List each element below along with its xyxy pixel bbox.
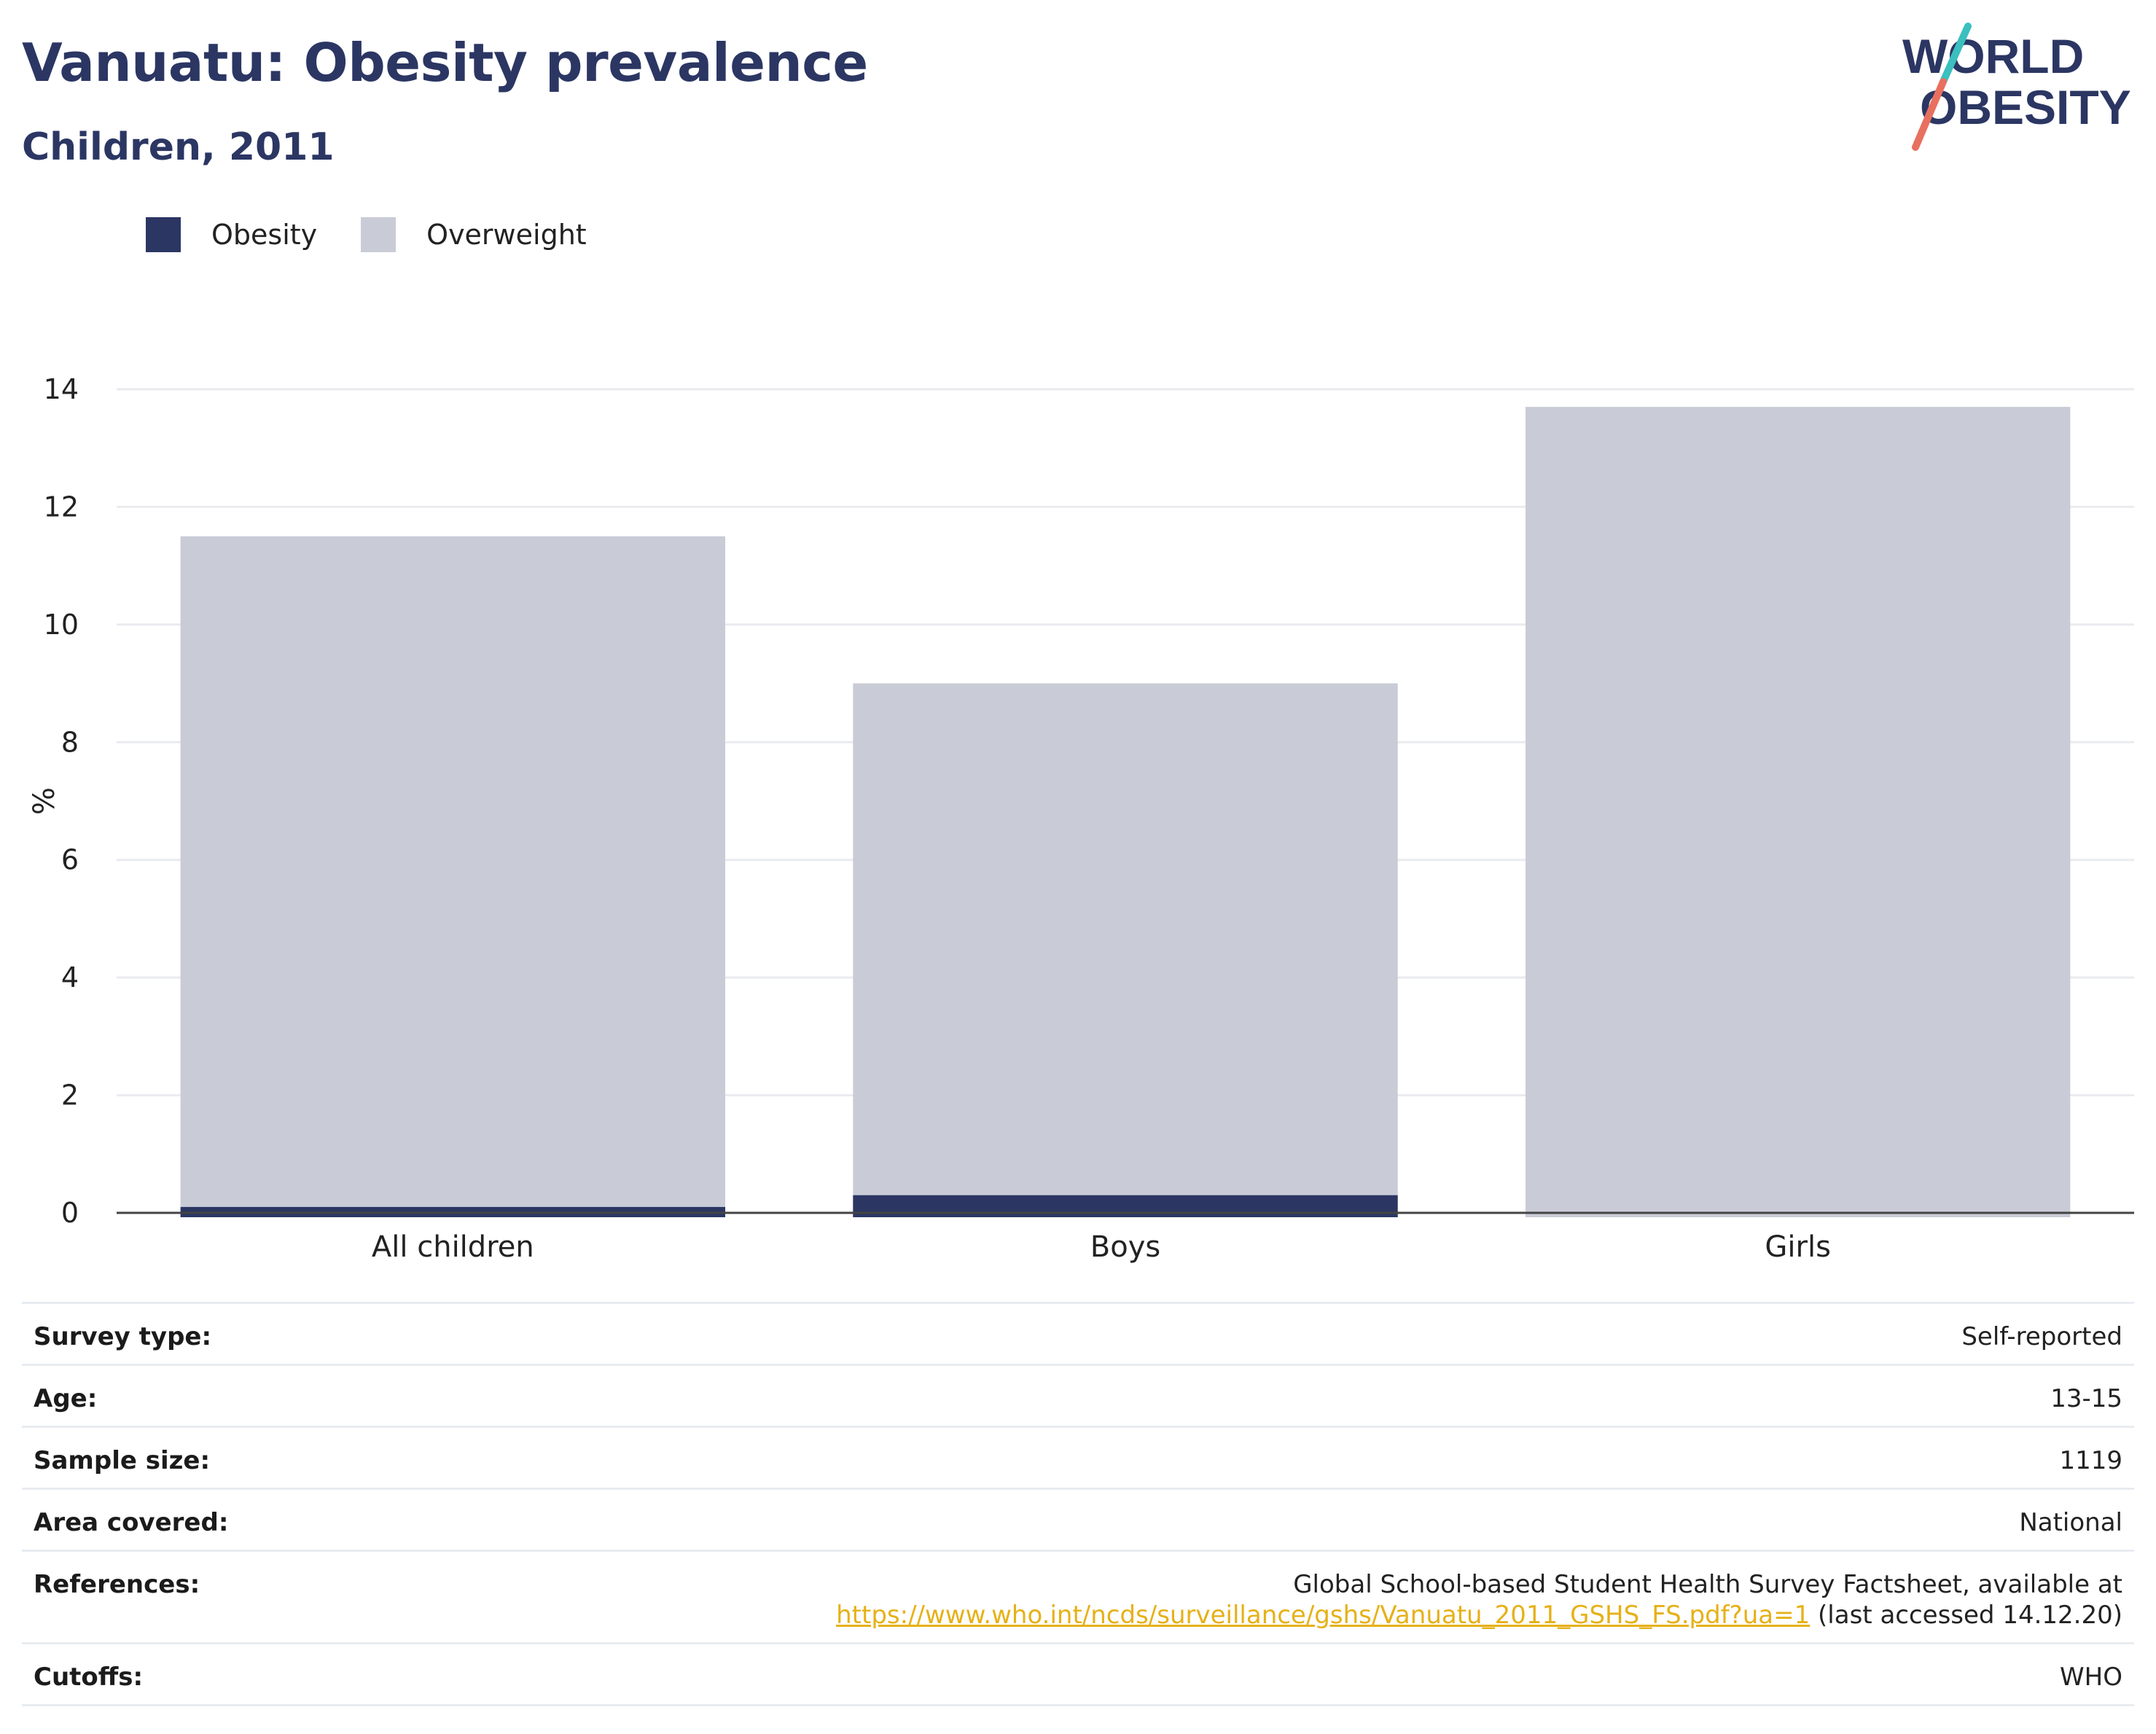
info-value: 13-15 <box>323 1364 2134 1427</box>
y-tick-label: 2 <box>61 1079 79 1112</box>
x-tick-label: Boys <box>1090 1230 1160 1264</box>
page-title: Vanuatu: Obesity prevalence <box>22 32 868 93</box>
info-value: 1119 <box>323 1426 2134 1489</box>
info-label: Survey type: <box>22 1302 324 1365</box>
y-axis-label: % <box>28 787 61 815</box>
info-label: Cutoffs: <box>22 1642 324 1706</box>
y-tick-label: 4 <box>61 961 79 993</box>
info-row-age: Age: 13-15 <box>22 1364 2134 1427</box>
svg-text:OBESITY: OBESITY <box>1920 80 2131 134</box>
bar-overweight <box>1525 407 2071 1217</box>
reference-link[interactable]: https://www.who.int/ncds/surveillance/gs… <box>836 1601 1811 1630</box>
bar-overweight <box>180 536 726 1217</box>
info-label: References: <box>22 1550 324 1644</box>
y-tick-label: 0 <box>61 1197 79 1229</box>
y-tick-label: 12 <box>44 491 79 523</box>
info-row-references: References: Global School-based Student … <box>22 1550 2134 1644</box>
reference-text: Global School-based Student Health Surve… <box>1293 1570 2122 1599</box>
info-value: Self-reported <box>323 1302 2134 1365</box>
x-tick-label: Girls <box>1765 1230 1831 1264</box>
info-label: Age: <box>22 1364 324 1427</box>
legend-swatch-overweight <box>361 217 397 252</box>
y-tick-label: 10 <box>44 609 79 641</box>
info-row-cutoffs: Cutoffs: WHO <box>22 1642 2134 1706</box>
info-value: WHO <box>323 1642 2134 1706</box>
survey-info-table: Survey type: Self-reported Age: 13-15 Sa… <box>22 1302 2134 1706</box>
bar-chart: 0 2 4 6 8 10 12 14% All children Boys Girls <box>28 373 2134 1264</box>
info-row-survey-type: Survey type: Self-reported <box>22 1302 2134 1365</box>
info-label: Sample size: <box>22 1426 324 1489</box>
svg-text:WORLD: WORLD <box>1902 29 2084 83</box>
legend-item-overweight: Overweight <box>361 217 587 252</box>
bar-overweight <box>853 683 1398 1217</box>
y-tick-label: 6 <box>61 844 79 876</box>
info-row-area: Area covered: National <box>22 1488 2134 1551</box>
legend-label-obesity: Obesity <box>211 219 318 251</box>
info-value-references: Global School-based Student Health Surve… <box>323 1550 2134 1644</box>
world-obesity-logo: WORLD OBESITY <box>1902 23 2131 151</box>
reference-accessed: (last accessed 14.12.20) <box>1818 1601 2122 1630</box>
chart-legend: Obesity Overweight <box>146 217 630 252</box>
page-subtitle: Children, 2011 <box>22 125 335 169</box>
info-label: Area covered: <box>22 1488 324 1551</box>
legend-swatch-obesity <box>146 217 181 252</box>
legend-label-overweight: Overweight <box>426 219 587 251</box>
legend-item-obesity: Obesity <box>146 217 317 252</box>
info-value: National <box>323 1488 2134 1551</box>
y-tick-label: 14 <box>44 373 79 405</box>
info-row-sample-size: Sample size: 1119 <box>22 1426 2134 1489</box>
x-tick-label: All children <box>372 1230 534 1264</box>
y-tick-label: 8 <box>61 726 79 758</box>
